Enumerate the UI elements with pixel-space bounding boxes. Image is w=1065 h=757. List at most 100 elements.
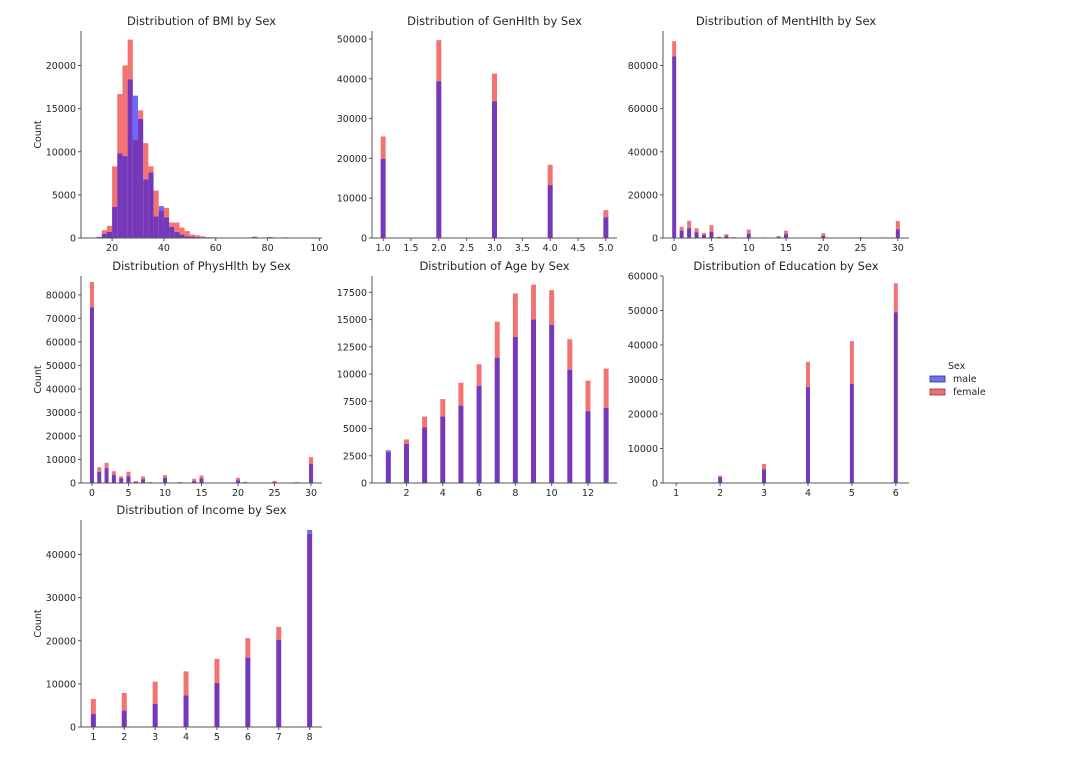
bar-overlap <box>174 231 180 238</box>
bar-female <box>531 284 537 320</box>
bar-overlap <box>709 231 714 238</box>
bar-overlap <box>895 229 900 238</box>
y-axis-label: Count <box>33 609 44 637</box>
legend-swatch-female <box>929 388 946 396</box>
bar-female <box>90 698 96 715</box>
bar-female <box>603 210 609 218</box>
bar-overlap <box>138 118 144 238</box>
bar-female <box>746 229 751 234</box>
bar-overlap <box>117 153 123 238</box>
bar-overlap <box>784 234 788 238</box>
x-tick-label: 60 <box>210 243 222 254</box>
y-tick-label: 10000 <box>628 444 658 455</box>
y-axis-label: Count <box>33 120 44 148</box>
y-tick-label: 17500 <box>337 288 367 299</box>
y-tick-label: 0 <box>652 479 658 490</box>
bar-overlap <box>603 407 609 483</box>
x-tick-label: 0 <box>671 243 677 254</box>
bar-female <box>119 476 124 479</box>
bar-female <box>547 164 553 186</box>
bar-female <box>492 73 497 102</box>
bar-overlap <box>104 468 109 483</box>
y-tick-label: 5000 <box>52 190 76 201</box>
legend: Sex male female <box>929 361 986 398</box>
bar-female <box>724 234 729 237</box>
x-tick-label: 20 <box>106 243 118 254</box>
x-tick-label: 1 <box>90 732 96 743</box>
bar-female <box>162 475 167 478</box>
bar-overlap <box>380 158 386 238</box>
bar-female <box>163 207 170 218</box>
bar-overlap <box>476 386 482 483</box>
bar-overlap <box>531 319 537 483</box>
bar-overlap <box>403 443 409 483</box>
y-tick-label: 30000 <box>337 114 367 125</box>
y-tick-label: 15000 <box>337 315 367 326</box>
bar-overlap <box>694 232 699 238</box>
y-axis-label: Count <box>33 365 44 393</box>
bar-female <box>106 225 113 232</box>
bar-female <box>849 341 854 384</box>
chart-panel: Distribution of Education by Sex 1 2 3 4 5 6 0 1… <box>628 259 909 499</box>
bar-female <box>245 638 251 658</box>
bar-overlap <box>214 683 220 727</box>
x-tick-label: 4.0 <box>543 243 558 254</box>
bar-female <box>436 40 442 82</box>
bar-female <box>709 225 714 232</box>
bar-overlap <box>702 234 706 238</box>
bar-female <box>112 166 118 207</box>
bar-overlap <box>603 217 609 238</box>
x-tick-label: 2 <box>717 488 723 499</box>
bar-female <box>101 230 107 234</box>
y-tick-label: 40000 <box>337 74 367 85</box>
y-tick-label: 20000 <box>46 636 76 647</box>
x-tick-label: 20 <box>817 243 829 254</box>
bar-female <box>148 166 154 173</box>
bar-overlap <box>162 477 167 483</box>
bar-female <box>512 293 518 338</box>
y-tick-label: 0 <box>361 234 367 245</box>
y-tick-label: 60000 <box>628 104 658 115</box>
bar-overlap <box>143 179 149 238</box>
y-tick-label: 80000 <box>46 290 76 301</box>
y-tick-label: 80000 <box>628 61 658 72</box>
bar-overlap <box>440 416 446 483</box>
bar-female <box>422 416 428 428</box>
x-tick-label: 4 <box>440 488 446 499</box>
bar-overlap <box>385 452 391 483</box>
y-tick-label: 60000 <box>628 272 658 283</box>
bar-overlap <box>152 703 158 727</box>
y-tick-label: 40000 <box>628 147 658 158</box>
bar-female <box>603 368 609 408</box>
bar-female <box>893 283 898 313</box>
y-tick-label: 30000 <box>46 593 76 604</box>
x-tick-label: 4 <box>805 488 811 499</box>
x-tick-label: 20 <box>232 488 244 499</box>
bar-overlap <box>97 471 102 483</box>
x-tick-label: 5 <box>214 732 220 743</box>
x-tick-label: 30 <box>305 488 317 499</box>
x-tick-label: 8 <box>512 488 518 499</box>
bar-female <box>784 230 788 235</box>
bar-overlap <box>119 478 124 483</box>
x-tick-label: 40 <box>158 243 170 254</box>
chart-panel: Distribution of Income by Sex Count 1 2 3 4 5 6… <box>33 503 322 743</box>
bar-overlap <box>158 210 164 238</box>
bar-female <box>403 439 409 444</box>
bar-overlap <box>169 226 175 238</box>
bar-overlap <box>687 228 692 238</box>
bar-female <box>440 399 446 417</box>
bar-overlap <box>189 236 196 238</box>
bar-overlap <box>153 216 159 238</box>
bar-overlap <box>547 185 553 238</box>
bar-overlap <box>245 657 251 727</box>
y-tick-label: 20000 <box>46 61 76 72</box>
y-tick-label: 50000 <box>46 361 76 372</box>
bar-overlap <box>805 387 810 483</box>
bar-female <box>122 65 128 157</box>
chart-title: Distribution of MentHlth by Sex <box>696 14 877 28</box>
bar-overlap <box>89 307 94 483</box>
bar-overlap <box>112 206 118 238</box>
bar-overlap <box>893 312 898 483</box>
bar-female <box>687 220 692 229</box>
